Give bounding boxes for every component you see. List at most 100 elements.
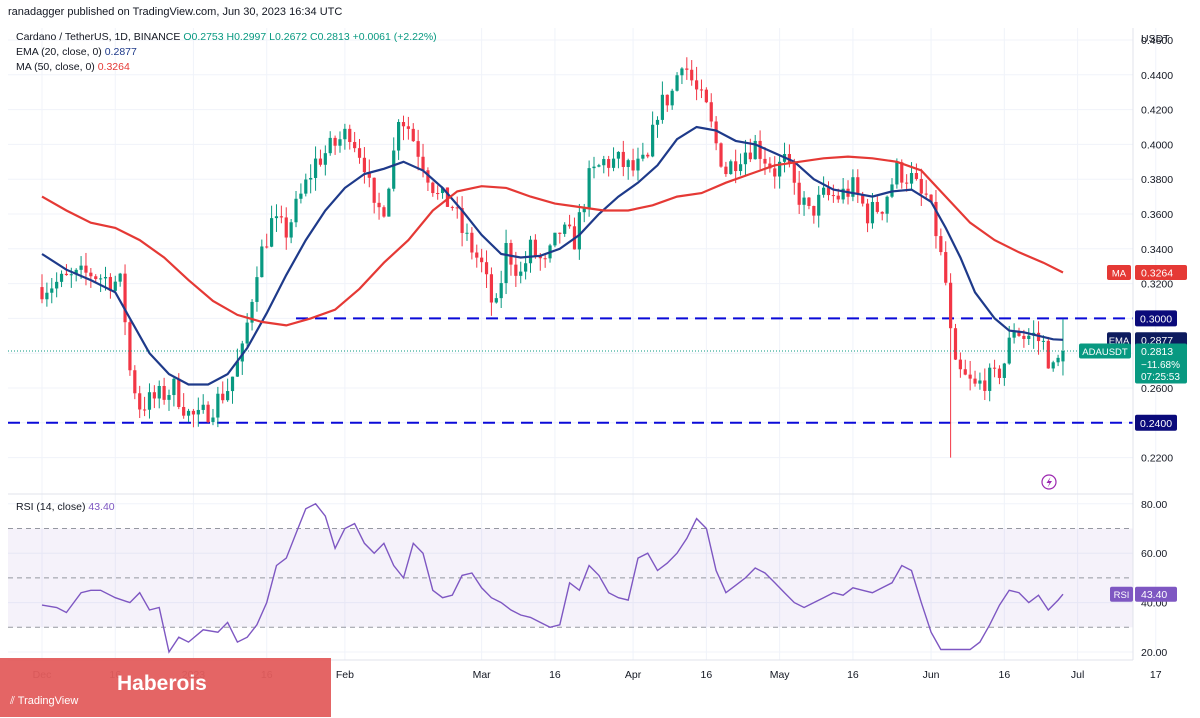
candle-body [607,159,611,168]
candle-body [392,150,396,189]
candle-body [807,197,811,206]
candle-body [865,203,870,224]
candle-body [353,142,357,149]
candle-body [1056,357,1060,363]
candle-body [631,160,635,171]
price-tag-value: 0.2813 [1141,346,1173,358]
price-tick-label: 0.2600 [1141,383,1173,395]
candle-body [1027,335,1031,339]
level-tag-label: 0.3000 [1140,313,1172,325]
time-tick-label: Jun [923,669,940,681]
price-tag-name: MA [1112,268,1127,279]
candle-body [499,283,503,299]
candle-body [880,211,884,214]
candle-body [167,395,171,400]
candle-body [1022,335,1026,339]
candle-body [480,257,484,263]
candle-body [450,206,454,208]
candle-body [831,195,835,197]
candle-body [953,328,958,360]
candle-body [826,187,831,196]
candle-body [758,140,762,159]
candle-body [1012,331,1016,338]
candle-body [250,301,254,323]
rsi-tick-label: 80.00 [1141,499,1167,511]
candle-body [484,262,489,275]
rsi-line [41,502,1064,654]
rsi-tag-name-bg [1110,586,1133,602]
chart-legend: Cardano / TetherUS, 1D, BINANCE O0.2753 … [16,30,437,75]
price-tag-countdown: 07:25:53 [1141,372,1180,383]
price-tag-value: 0.3264 [1141,267,1173,279]
time-tick-label: Mar [473,669,492,681]
candle-body [997,368,1002,378]
candle-body [426,170,430,183]
candle-body [50,288,54,293]
candle-body [587,168,591,209]
publish-info: ranadagger published on TradingView.com,… [8,6,343,18]
time-tick-label: Apr [625,669,642,681]
ma-label: MA (50, close, 0) [16,61,95,73]
ma-value: 0.3264 [97,61,130,73]
candle-body [567,224,572,227]
time-tick-label: 16 [999,669,1011,681]
candle-body [230,376,235,392]
candle-body [812,205,816,216]
price-tag-change: −11.68% [1141,360,1180,371]
rsi-legend[interactable]: RSI (14, close) 43.40 [16,501,115,513]
time-tick-label: 16 [847,669,859,681]
rsi-tick-label: 20.00 [1141,647,1167,659]
candle-body [69,274,73,276]
candle-body [763,158,767,164]
candle-body [636,158,640,171]
candle-body [289,222,293,238]
ema-row[interactable]: EMA (20, close, 0) 0.2877 [16,45,437,60]
candle-body [929,194,933,202]
candle-body [40,287,44,300]
price-tag-bg [1135,264,1187,280]
candle-body [64,273,69,276]
candle-body [411,128,415,142]
candle-body [294,198,298,223]
candle-body [1051,362,1055,369]
candle-body [142,409,147,411]
candle-body [934,201,938,237]
candle-body [509,243,513,265]
candle-body [221,393,225,401]
candle-body [265,246,269,248]
candle-body [279,216,283,218]
candle-body [543,258,547,260]
candle-body [304,179,308,194]
rsi-tag-name: RSI [1114,590,1130,601]
level-tag [1135,414,1177,431]
candle-body [914,173,919,179]
ma-row[interactable]: MA (50, close, 0) 0.3264 [16,60,437,75]
rsi-tick-label: 60.00 [1141,548,1167,560]
candle-body [885,196,889,214]
candle-body [74,269,78,275]
candle-body [778,161,782,177]
candle-body [709,102,713,122]
tradingview-icon: ⫽ [10,695,18,707]
candle-body [377,202,381,208]
candle-body [514,264,518,276]
candle-body [367,172,371,178]
watermark-banner: Haberois ⫽ TradingView [0,658,331,717]
price-tag-name: EMA [1109,336,1130,347]
candle-body [958,359,962,370]
watermark-brand: Haberois [117,672,207,695]
candle-body [455,207,459,209]
candlestick-series [40,57,1065,458]
candle-body [1061,350,1065,362]
price-tick-label: 0.4400 [1141,70,1173,82]
candle-body [206,404,210,422]
candle-body [1007,337,1011,364]
candle-body [817,194,821,216]
lightning-icon[interactable] [1041,474,1057,490]
candle-body [792,163,796,183]
candle-body [470,232,474,253]
candle-body [99,278,103,280]
price-tag-bg [1135,343,1187,384]
level-tag [1135,310,1177,327]
